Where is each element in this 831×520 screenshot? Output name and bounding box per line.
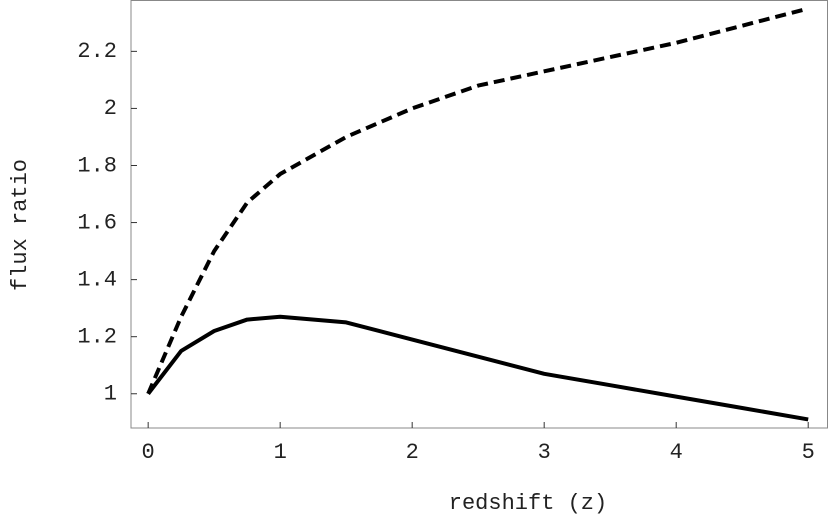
x-axis-label: redshift (z) xyxy=(449,491,607,516)
x-tick-label: 3 xyxy=(538,440,551,465)
x-tick-label: 4 xyxy=(670,440,683,465)
x-tick-label: 5 xyxy=(802,440,815,465)
plot-frame xyxy=(130,0,828,429)
y-axis-label: flux ratio xyxy=(8,159,33,291)
y-tick-label: 2 xyxy=(104,96,117,121)
line-series xyxy=(146,6,809,395)
x-tick-label: 0 xyxy=(142,440,155,465)
y-tick-label: 1.2 xyxy=(77,325,117,350)
y-tick-label: 1.8 xyxy=(77,153,117,178)
y-tick-label: 1.6 xyxy=(77,210,117,235)
x-tick-label: 2 xyxy=(406,440,419,465)
y-tick-label: 1 xyxy=(104,382,117,407)
y-tick-label: 2.2 xyxy=(77,39,117,64)
line-series xyxy=(146,314,809,422)
y-tick-label: 1.4 xyxy=(77,267,117,292)
x-tick-label: 1 xyxy=(274,440,287,465)
